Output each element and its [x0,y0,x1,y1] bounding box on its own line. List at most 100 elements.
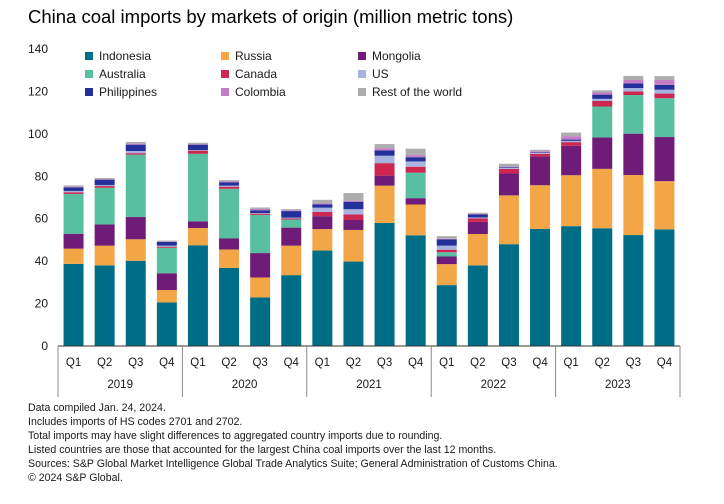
bar-segment [530,152,551,153]
bar-segment [530,149,551,152]
bar-segment [187,144,208,150]
bar-segment [125,151,146,154]
y-tick-label: 40 [35,254,49,268]
bar-segment [312,207,333,212]
bar-segment [343,209,364,215]
bar-segment [250,213,271,215]
legend-swatch [221,88,229,96]
bar-segment [467,217,488,219]
footnote-sources: Sources: S&P Global Market Intelligence … [28,458,558,471]
bar-segment [281,275,302,346]
bar-segment [654,76,675,80]
footnote-copyright: © 2024 S&P Global. [28,472,123,485]
bar-segment [250,277,271,298]
bar-segment [187,142,208,145]
bar-segment [498,166,519,167]
legend-label: Rest of the world [372,85,462,99]
bar-segment [498,163,519,167]
bar-segment [374,148,395,151]
bar-segment [592,228,613,346]
bar-segment [654,79,675,85]
bar-segment [561,226,582,346]
y-tick-label: 0 [41,339,48,353]
bar-segment [467,212,488,214]
legend-item: Rest of the world [358,85,462,99]
bar-stack [187,142,208,346]
bar-stack [343,193,364,346]
bar-segment [654,93,675,99]
legend-item: Australia [85,67,146,81]
bar-segment [281,209,302,211]
bar-segment [623,133,644,176]
bar-segment [156,245,177,247]
legend-swatch [85,70,93,78]
bar-segment [187,150,208,154]
x-tick-label: Q3 [128,357,143,369]
bar-segment [187,245,208,346]
bar-segment [219,249,240,268]
bar-segment [436,264,457,286]
bar-segment [63,193,84,234]
y-tick-label: 140 [28,42,48,56]
x-tick-label: Q1 [563,357,578,369]
bar-segment [467,265,488,346]
bar-stacks [63,75,675,346]
bar-segment [498,173,519,196]
bar-segment [561,132,582,137]
bar-segment [187,221,208,229]
bar-segment [312,211,333,217]
x-tick-label: Q1 [315,357,330,369]
bar-segment [250,253,271,278]
bar-segment [436,285,457,346]
footnotes: Data compiled Jan. 24, 2024. Includes im… [28,401,558,486]
x-tick-label: Q1 [190,357,205,369]
bar-segment [125,141,146,144]
bar-segment [125,217,146,240]
bar-segment [343,261,364,346]
bar-segment [530,156,551,186]
bar-segment [374,185,395,223]
x-group-label: 2020 [232,379,258,391]
legend-item: Indonesia [85,49,151,63]
bar-segment [156,302,177,346]
bar-segment [219,186,240,189]
bar-segment [281,217,302,219]
bar-segment [561,139,582,141]
bar-segment [436,252,457,257]
legend-item: Mongolia [358,49,421,63]
bar-segment [592,168,613,229]
bar-segment [94,186,115,188]
bar-segment [623,79,644,84]
bar-segment [219,188,240,239]
y-tick-label: 80 [35,169,49,183]
x-axis: Q1 Q2 Q3 Q4 Q1 Q2 Q3 Q4 Q1 Q2 Q3 Q4 Q1 Q2 Q3 Q4 Q1 Q2 Q3 Q4… [57,345,681,397]
bar-segment [592,137,613,169]
bar-segment [654,137,675,182]
legend-item: Colombia [221,85,286,99]
bar-segment [312,229,333,251]
bar-segment [405,161,426,167]
bar-segment [592,92,613,95]
bar-segment [498,166,519,168]
bar-stack [125,141,146,346]
x-tick-label: Q3 [626,357,641,369]
bar-segment [467,218,488,222]
bar-stack [63,185,84,346]
legend-swatch [221,70,229,78]
bar-stack [250,207,271,346]
y-tick-label: 120 [28,84,48,98]
bar-segment [343,201,364,210]
bar-segment [592,100,613,107]
bar-segment [281,210,302,212]
bar-segment [592,106,613,138]
legend-label: US [372,67,389,81]
bar-segment [654,229,675,346]
footnote-hs-codes: Includes imports of HS codes 2701 and 27… [28,416,243,429]
bar-stack [561,132,582,346]
bar-segment [156,241,177,246]
bar-stack [530,149,551,346]
bar-segment [405,155,426,158]
legend-item: US [358,67,389,81]
bar-segment [561,175,582,227]
